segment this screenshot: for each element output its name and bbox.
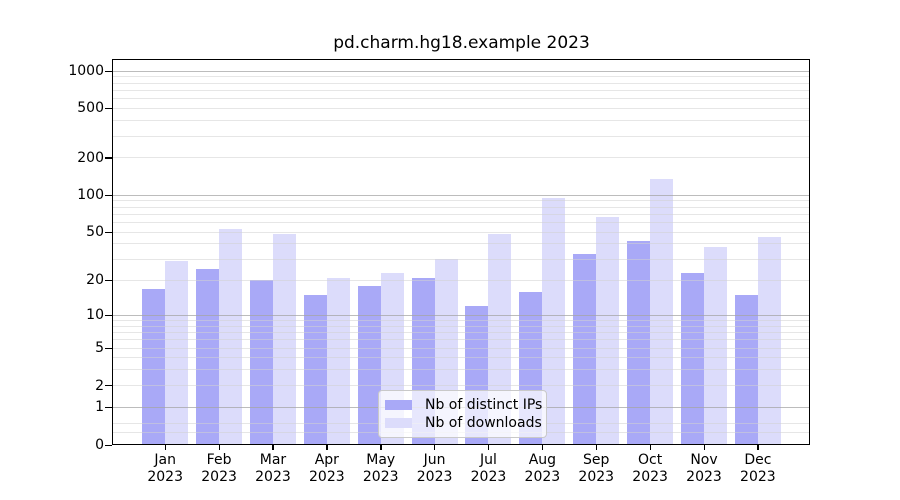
bar-distinct-ips-nov xyxy=(681,272,704,445)
x-tick-mark xyxy=(595,445,598,450)
minor-gridline xyxy=(113,206,810,208)
minor-gridline xyxy=(113,120,810,122)
y-tick-label: 5 xyxy=(95,340,104,356)
minor-gridline xyxy=(113,135,810,137)
x-tick-label: Dec 2023 xyxy=(740,452,776,485)
bar-downloads-jan xyxy=(165,260,189,445)
minor-gridline xyxy=(113,200,810,202)
x-tick-label: Aug 2023 xyxy=(524,452,561,485)
bar-downloads-apr xyxy=(326,277,350,445)
x-tick-label: Jul 2023 xyxy=(470,452,507,485)
legend-label-downloads: Nb of downloads xyxy=(425,415,542,431)
minor-gridline xyxy=(113,325,810,327)
x-tick-label: Feb 2023 xyxy=(201,452,237,485)
bar-downloads-sep xyxy=(596,217,620,445)
x-tick-mark xyxy=(703,445,705,450)
legend-entry-downloads: Nb of downloads xyxy=(385,415,542,431)
x-tick-mark xyxy=(757,445,759,450)
minor-gridline xyxy=(113,369,810,371)
y-tick-mark xyxy=(105,347,112,349)
y-tick-mark xyxy=(105,314,112,316)
y-tick-label: 10 xyxy=(86,307,104,324)
x-tick-mark xyxy=(541,445,544,450)
y-tick-mark xyxy=(105,194,112,196)
legend-label-distinct-ips: Nb of distinct IPs xyxy=(425,397,543,413)
x-tick-mark xyxy=(487,445,490,450)
y-tick-mark xyxy=(105,406,112,409)
y-tick-mark xyxy=(105,385,112,387)
legend: Nb of distinct IPs Nb of downloads xyxy=(378,390,547,438)
x-tick-label: Sep 2023 xyxy=(578,452,615,485)
minor-gridline xyxy=(113,76,810,78)
bar-downloads-feb xyxy=(219,229,243,445)
y-tick-label: 1 xyxy=(95,399,104,416)
bar-distinct-ips-mar xyxy=(249,280,273,445)
major-gridline xyxy=(113,314,810,316)
bar-distinct-ips-jan xyxy=(142,288,166,445)
x-tick-mark xyxy=(649,445,651,450)
y-tick-mark xyxy=(105,70,112,72)
x-tick-mark xyxy=(272,445,274,450)
x-tick-label: Jun 2023 xyxy=(416,452,453,485)
axis-frame xyxy=(112,59,810,445)
minor-gridline xyxy=(113,107,810,109)
x-tick-label: Nov 2023 xyxy=(686,452,722,485)
minor-gridline xyxy=(113,339,810,341)
minor-gridline xyxy=(113,213,810,215)
bar-downloads-aug xyxy=(542,197,566,445)
minor-gridline xyxy=(113,357,810,359)
minor-gridline xyxy=(113,385,810,387)
y-tick-label: 200 xyxy=(77,149,104,166)
bar-distinct-ips-may xyxy=(357,285,381,445)
legend-swatch-distinct-ips-icon xyxy=(385,400,412,410)
bar-downloads-dec xyxy=(757,236,781,445)
minor-gridline xyxy=(113,98,810,100)
minor-gridline xyxy=(113,89,810,91)
y-tick-label: 500 xyxy=(77,100,104,117)
x-tick-label: Oct 2023 xyxy=(632,452,668,485)
y-tick-mark xyxy=(105,444,112,446)
minor-gridline xyxy=(113,157,810,159)
x-tick-label: May 2023 xyxy=(362,452,399,485)
bar-downloads-nov xyxy=(704,246,727,445)
y-tick-mark xyxy=(105,107,112,110)
y-tick-label: 50 xyxy=(86,224,104,241)
bar-distinct-ips-feb xyxy=(196,268,220,445)
y-tick-mark xyxy=(105,231,112,233)
chart-title: pd.charm.hg18.example 2023 xyxy=(333,33,590,53)
x-tick-label: Apr 2023 xyxy=(309,452,345,485)
x-tick-mark xyxy=(434,445,436,450)
y-tick-label: 100 xyxy=(77,187,104,204)
x-tick-mark xyxy=(164,445,166,450)
major-gridline xyxy=(113,194,810,196)
bar-distinct-ips-sep xyxy=(573,254,597,445)
minor-gridline xyxy=(113,279,810,281)
minor-gridline xyxy=(113,331,810,333)
minor-gridline xyxy=(113,82,810,84)
minor-gridline xyxy=(113,347,810,349)
minor-gridline xyxy=(113,221,810,223)
x-tick-mark xyxy=(380,445,382,450)
minor-gridline xyxy=(113,258,810,260)
x-tick-mark xyxy=(218,445,220,450)
legend-swatch-downloads-icon xyxy=(385,418,412,428)
y-tick-label: 1000 xyxy=(68,63,104,79)
y-tick-label: 2 xyxy=(95,377,104,394)
minor-gridline xyxy=(113,319,810,321)
minor-gridline xyxy=(113,231,810,233)
y-tick-label: 20 xyxy=(86,272,104,289)
y-tick-label: 0 xyxy=(95,437,104,453)
y-tick-mark xyxy=(105,157,112,159)
bar-downloads-oct xyxy=(650,179,674,445)
x-tick-label: Jan 2023 xyxy=(147,452,183,485)
y-tick-mark xyxy=(105,279,112,281)
x-tick-mark xyxy=(326,445,328,450)
major-gridline xyxy=(113,70,810,72)
minor-gridline xyxy=(113,243,810,245)
legend-entry-distinct-ips: Nb of distinct IPs xyxy=(385,397,542,413)
x-tick-label: Mar 2023 xyxy=(255,452,291,485)
bar-distinct-ips-oct xyxy=(627,241,651,445)
